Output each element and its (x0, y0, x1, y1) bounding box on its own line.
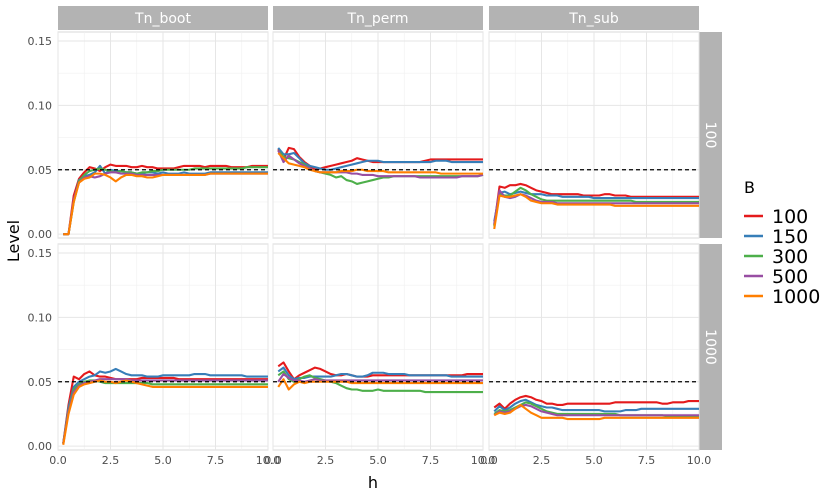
x-tick-label: 5.0 (585, 454, 603, 467)
series-line-300 (493, 186, 699, 227)
y-tick-label: 0.15 (28, 247, 53, 260)
legend-label: 300 (772, 246, 808, 268)
series-line-100 (493, 182, 699, 226)
y-tick-label: 0.10 (28, 311, 53, 324)
facet-strip-Tn_sub (489, 6, 699, 30)
x-tick-label: 10.0 (687, 454, 712, 467)
y-tick-label: 0.00 (28, 440, 53, 453)
legend-label: 500 (772, 266, 808, 288)
series-line-1000 (493, 193, 699, 230)
series-line-500 (62, 378, 268, 444)
series-line-150 (493, 398, 699, 413)
legend-label: 1000 (772, 286, 820, 308)
x-tick-label: 7.5 (422, 454, 440, 467)
series-line-500 (493, 189, 699, 225)
x-tick-label: 10.0 (256, 454, 281, 467)
facet-strip-label: Tn_sub (568, 11, 619, 27)
legend-title: B (744, 178, 755, 197)
row-strip-label: 1000 (702, 329, 718, 365)
facet-strip-Tn_boot (58, 6, 268, 30)
facet-strip-Tn_perm (273, 6, 483, 30)
x-tick-label: 0.0 (264, 454, 282, 467)
row-strip-1000 (698, 244, 722, 450)
x-axis-title: h (368, 473, 378, 492)
x-tick-label: 2.5 (533, 454, 551, 467)
x-tick-label: 0.0 (49, 454, 67, 467)
facet-strip-label: Tn_perm (346, 11, 408, 27)
x-tick-label: 2.5 (317, 454, 335, 467)
series-line-100 (493, 394, 699, 410)
row-strip-100 (698, 32, 722, 238)
y-tick-label: 0.15 (28, 35, 53, 48)
series-line-500 (493, 403, 699, 417)
row-strip-label: 100 (702, 122, 718, 149)
facet-strip-label: Tn_boot (134, 11, 191, 27)
x-tick-label: 2.5 (102, 454, 120, 467)
y-axis-title: Level (4, 220, 23, 262)
x-tick-label: 5.0 (369, 454, 387, 467)
series-line-1000 (277, 152, 483, 175)
series-line-1000 (493, 403, 699, 421)
series-line-1000 (62, 379, 268, 446)
series-line-1000 (277, 378, 483, 391)
y-tick-label: 0.05 (28, 376, 53, 389)
legend-label: 100 (772, 206, 808, 228)
legend-label: 150 (772, 226, 808, 248)
series-line-150 (62, 367, 268, 444)
series-line-300 (277, 370, 483, 394)
x-tick-label: 7.5 (638, 454, 656, 467)
series-line-500 (277, 372, 483, 383)
x-tick-label: 5.0 (154, 454, 172, 467)
x-tick-label: 10.0 (471, 454, 496, 467)
x-tick-label: 0.0 (480, 454, 498, 467)
y-tick-label: 0.10 (28, 99, 53, 112)
y-tick-label: 0.05 (28, 164, 53, 177)
y-tick-label: 0.00 (28, 228, 53, 241)
x-tick-label: 7.5 (207, 454, 225, 467)
series-line-1000 (63, 172, 268, 236)
series-line-150 (277, 147, 483, 171)
series-line-100 (62, 370, 268, 444)
